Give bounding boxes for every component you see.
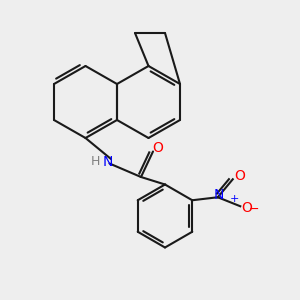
Text: −: − <box>248 203 259 216</box>
Text: O: O <box>152 142 163 155</box>
Text: +: + <box>230 194 239 204</box>
Text: N: N <box>102 155 112 169</box>
Text: O: O <box>234 169 245 183</box>
Text: H: H <box>91 154 101 168</box>
Text: N: N <box>214 188 224 202</box>
Text: O: O <box>242 201 252 215</box>
